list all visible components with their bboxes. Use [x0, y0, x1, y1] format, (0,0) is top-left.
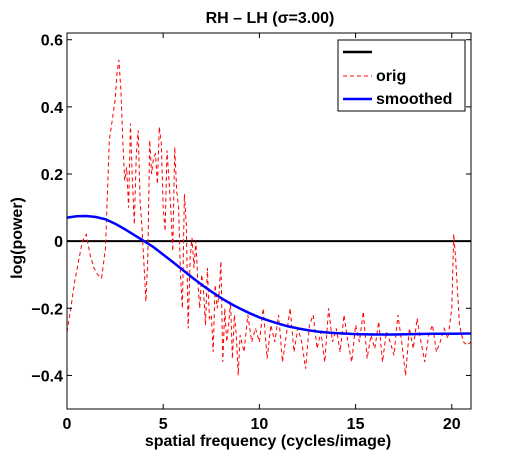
x-tick-label: 15 [347, 416, 365, 433]
series-line-orig [66, 59, 472, 376]
chart-title: RH – LH (σ=3.00) [206, 10, 335, 27]
legend-label: orig [376, 68, 406, 85]
x-tick-label: 20 [443, 416, 461, 433]
y-axis-label: log(power) [9, 197, 26, 279]
axes-box [66, 32, 472, 410]
x-tick-label: 5 [159, 416, 168, 433]
series-line-smoothed [66, 214, 472, 336]
y-tick-label: −0.2 [31, 301, 63, 318]
x-tick-label: 10 [250, 416, 268, 433]
y-tick-label: 0.2 [41, 167, 63, 184]
y-tick-label: 0.6 [41, 33, 63, 50]
y-tick-label: −0.4 [31, 368, 63, 385]
legend: orig smoothed [337, 39, 466, 112]
x-tick-label: 0 [63, 416, 72, 433]
series-layer [66, 59, 472, 376]
x-axis-label: spatial frequency (cycles/image) [145, 433, 391, 450]
y-tick-label: 0 [54, 234, 63, 251]
y-tick-label: 0.4 [41, 100, 63, 117]
legend-label: smoothed [376, 91, 452, 108]
tick-layer: 0 5 10 15 20 −0.4 −0.2 0 0.2 0.4 0.6 [31, 33, 471, 433]
